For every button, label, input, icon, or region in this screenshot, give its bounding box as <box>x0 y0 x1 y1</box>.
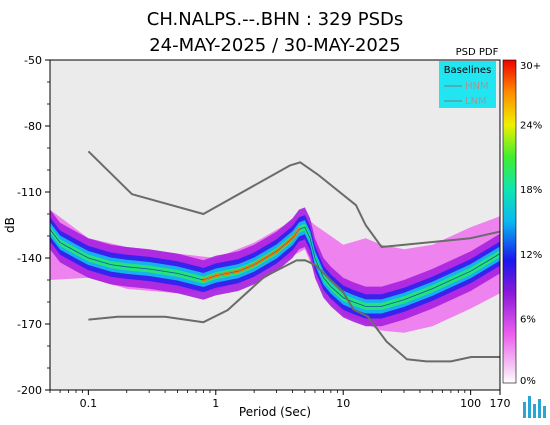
colorbar-label: 30+ <box>520 61 541 72</box>
y-axis: -50 -80 -110 -140 -170 -200 <box>17 54 50 397</box>
colorbar <box>502 59 517 384</box>
colorbar-label: 12% <box>520 250 542 261</box>
legend-lnm-label: LNM <box>465 96 487 107</box>
pdf-band-blue <box>50 215 500 319</box>
pdf-mode-line <box>50 226 500 307</box>
x-tick-label: 170 <box>490 397 511 410</box>
y-tick-label: -170 <box>17 318 42 331</box>
y-tick-label: -140 <box>17 252 42 265</box>
psd-pdf-density <box>50 207 500 333</box>
pdf-band-green <box>50 223 500 310</box>
colorbar-label: 18% <box>520 185 542 196</box>
x-axis-label: Period (Sec) <box>239 405 311 419</box>
baseline-curves <box>87 150 500 363</box>
waveform-logo-icon <box>523 396 546 418</box>
y-tick-label: -80 <box>24 120 42 133</box>
legend-box <box>439 61 496 108</box>
x-tick-label: 100 <box>460 397 481 410</box>
x-tick-label: 0.1 <box>80 397 98 410</box>
hnm-curve <box>87 150 500 248</box>
x-axis: 0.1 1 10 100 170 <box>49 390 511 410</box>
y-axis-label: dB <box>3 217 17 233</box>
y-tick-label: -110 <box>17 186 42 199</box>
colorbar-label: 24% <box>520 121 542 132</box>
colorbar-labels: 30+ 24% 18% 12% 6% 0% <box>520 61 542 387</box>
chart-subtitle: 24-MAY-2025 / 30-MAY-2025 <box>149 35 401 56</box>
x-tick-label: 10 <box>336 397 350 410</box>
colorbar-label: 6% <box>520 314 536 325</box>
baselines-legend: Baselines HNM LNM <box>439 61 496 108</box>
lnm-curve <box>88 259 500 363</box>
legend-hnm-label: HNM <box>465 81 489 92</box>
colorbar-title: PSD PDF <box>456 47 499 58</box>
x-tick-label: 1 <box>212 397 219 410</box>
y-tick-label: -200 <box>17 384 42 397</box>
y-tick-label: -50 <box>24 54 42 67</box>
plot-frame <box>49 59 501 391</box>
plot-area <box>50 60 500 390</box>
legend-title: Baselines <box>444 65 492 76</box>
chart-title: CH.NALPS.--.BHN : 329 PSDs <box>147 9 403 30</box>
colorbar-label: 0% <box>520 376 536 387</box>
